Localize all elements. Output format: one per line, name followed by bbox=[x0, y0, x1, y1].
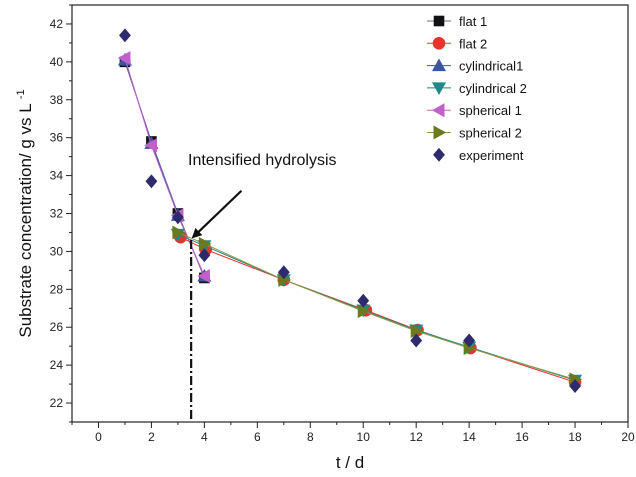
x-tick-label: 14 bbox=[462, 430, 476, 444]
series-2 bbox=[174, 230, 582, 389]
series-7 bbox=[119, 28, 581, 393]
legend-item: spherical 1 bbox=[427, 103, 522, 118]
annotation-arrow bbox=[191, 189, 243, 239]
data-point bbox=[277, 265, 290, 280]
series-group bbox=[117, 28, 583, 393]
annotation-label: Intensified hydrolysis bbox=[188, 152, 337, 169]
plot-area bbox=[71, 4, 629, 423]
x-tick-label: 20 bbox=[621, 430, 635, 444]
y-axis-title-superscript: -1 bbox=[15, 89, 27, 99]
legend-label: flat 1 bbox=[459, 14, 487, 29]
legend-label: cylindrical1 bbox=[459, 59, 523, 74]
legend: flat 1 flat 2 cylindrical1 cylindrical 2 sph… bbox=[427, 14, 527, 163]
legend-marker bbox=[431, 82, 447, 96]
y-tick-label: 36 bbox=[50, 131, 64, 145]
y-tick-label: 24 bbox=[50, 358, 64, 372]
data-point bbox=[410, 333, 423, 348]
x-tick-label: 2 bbox=[148, 430, 155, 444]
data-point bbox=[172, 225, 186, 240]
data-point bbox=[357, 304, 371, 319]
y-tick-label: 38 bbox=[50, 93, 64, 107]
series-line bbox=[177, 233, 576, 381]
y-tick-label: 32 bbox=[50, 207, 64, 221]
x-tick-label: 8 bbox=[307, 430, 314, 444]
y-tick-label: 30 bbox=[50, 244, 64, 258]
legend-item: experiment bbox=[433, 147, 524, 163]
legend-item: flat 1 bbox=[427, 14, 487, 29]
legend-item: flat 2 bbox=[427, 36, 487, 51]
legend-item: spherical 2 bbox=[427, 125, 522, 141]
x-tick-label: 12 bbox=[410, 430, 424, 444]
series-6 bbox=[172, 225, 583, 387]
y-axis-title-main: Substrate concentration/ g vs L bbox=[16, 104, 35, 338]
x-tick-label: 16 bbox=[515, 430, 529, 444]
y-tick-label: 28 bbox=[50, 282, 64, 296]
x-tick-label: 0 bbox=[95, 430, 102, 444]
legend-item: cylindrical 2 bbox=[427, 81, 527, 96]
legend-marker bbox=[433, 147, 445, 162]
y-tick-label: 26 bbox=[50, 320, 64, 334]
series-line bbox=[177, 231, 576, 380]
data-point bbox=[410, 324, 424, 339]
series-1 bbox=[119, 56, 210, 284]
legend-label: spherical 1 bbox=[459, 103, 522, 118]
legend-label: flat 2 bbox=[459, 36, 487, 51]
y-tick-label: 40 bbox=[50, 55, 64, 69]
x-tick-label: 6 bbox=[254, 430, 261, 444]
data-point bbox=[198, 248, 211, 263]
data-point bbox=[357, 293, 370, 308]
legend-marker bbox=[433, 15, 445, 27]
y-tick-label: 22 bbox=[50, 396, 64, 410]
x-axis-title: t / d bbox=[336, 453, 364, 472]
series-line bbox=[180, 236, 576, 383]
data-point bbox=[119, 28, 131, 43]
data-point bbox=[171, 210, 184, 225]
legend-label: experiment bbox=[459, 148, 524, 163]
data-point bbox=[144, 138, 157, 153]
legend-label: cylindrical 2 bbox=[459, 81, 527, 96]
x-tick-label: 4 bbox=[201, 430, 208, 444]
y-axis-title: Substrate concentration/ g vs L -1 bbox=[15, 89, 35, 337]
data-point bbox=[117, 51, 131, 66]
legend-item: cylindrical1 bbox=[427, 58, 523, 74]
y-tick-label: 42 bbox=[50, 17, 64, 31]
legend-marker bbox=[431, 58, 447, 72]
data-point bbox=[463, 333, 476, 348]
legend-label: spherical 2 bbox=[459, 126, 522, 141]
data-point bbox=[198, 236, 212, 251]
data-point bbox=[197, 269, 210, 284]
y-tick-label: 34 bbox=[50, 169, 64, 183]
data-point bbox=[145, 174, 158, 189]
legend-marker bbox=[433, 125, 447, 140]
x-tick-label: 10 bbox=[357, 430, 371, 444]
legend-marker bbox=[432, 36, 446, 50]
annotation: Intensified hydrolysis bbox=[188, 152, 337, 422]
x-tick-label: 18 bbox=[568, 430, 582, 444]
data-point bbox=[569, 379, 581, 393]
series-line bbox=[124, 61, 205, 279]
legend-marker bbox=[431, 103, 445, 118]
